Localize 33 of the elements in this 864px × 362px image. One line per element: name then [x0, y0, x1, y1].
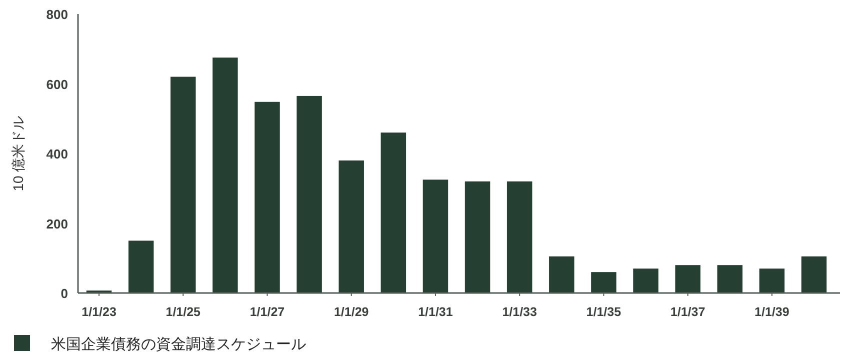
x-tick-label: 1/1/31	[418, 305, 453, 319]
x-tick-label: 1/1/27	[250, 305, 285, 319]
x-tick-label: 1/1/37	[670, 305, 706, 319]
bar	[717, 265, 742, 293]
x-tick-label: 1/1/39	[754, 305, 790, 319]
y-tick-label: 200	[46, 216, 68, 232]
bar	[464, 181, 490, 293]
bar	[212, 58, 238, 293]
bar	[170, 76, 196, 293]
bar	[338, 160, 364, 293]
x-tick-label: 1/1/29	[334, 305, 369, 319]
bar	[254, 102, 280, 293]
bar	[801, 256, 827, 293]
bar	[506, 181, 532, 293]
bar	[549, 256, 574, 293]
y-tick-label: 600	[46, 76, 68, 92]
bar	[591, 272, 616, 293]
bar	[128, 240, 154, 293]
bar	[675, 265, 700, 293]
y-tick-label: 800	[46, 7, 68, 22]
x-tick-label: 1/1/35	[586, 305, 622, 319]
bar	[633, 268, 658, 293]
x-tick-label: 1/1/33	[502, 305, 537, 319]
x-tick-label: 1/1/23	[82, 305, 116, 319]
bar	[380, 132, 406, 293]
y-axis-title: 10 億米ドル	[10, 116, 26, 192]
legend-label: 米国企業債務の資金調達スケジュール	[51, 336, 306, 353]
y-tick-label: 0	[60, 286, 68, 301]
y-tick-label: 400	[46, 146, 68, 162]
bar	[422, 180, 448, 293]
bar	[296, 96, 322, 293]
bar	[759, 268, 785, 293]
x-tick-label: 1/1/25	[166, 305, 201, 319]
